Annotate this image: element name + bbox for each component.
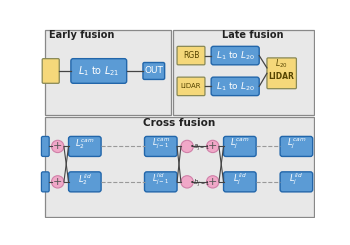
FancyBboxPatch shape — [44, 30, 171, 115]
FancyBboxPatch shape — [145, 136, 177, 157]
Text: $L_{j-1}^{lid}$: $L_{j-1}^{lid}$ — [152, 172, 169, 187]
FancyBboxPatch shape — [224, 172, 256, 192]
Text: +: + — [208, 141, 217, 151]
Text: $\bullet b_{j-1}$: $\bullet b_{j-1}$ — [189, 178, 210, 189]
FancyBboxPatch shape — [173, 30, 314, 115]
FancyBboxPatch shape — [280, 172, 313, 192]
Circle shape — [206, 176, 219, 188]
Circle shape — [51, 176, 64, 188]
Circle shape — [51, 140, 64, 153]
Text: $L_2^{lid}$: $L_2^{lid}$ — [78, 172, 92, 187]
Text: +: + — [53, 141, 62, 151]
FancyBboxPatch shape — [267, 58, 296, 89]
FancyBboxPatch shape — [44, 117, 314, 217]
Text: $L_j^{lid}$: $L_j^{lid}$ — [289, 172, 303, 187]
FancyBboxPatch shape — [224, 136, 256, 157]
FancyBboxPatch shape — [280, 136, 313, 157]
Text: $L_j^{cam}$: $L_j^{cam}$ — [230, 137, 250, 151]
Text: Early fusion: Early fusion — [49, 30, 114, 40]
FancyBboxPatch shape — [41, 136, 49, 157]
Text: Late fusion: Late fusion — [222, 30, 284, 40]
FancyBboxPatch shape — [143, 62, 164, 79]
Text: $\bullet a_{j-1}$: $\bullet a_{j-1}$ — [189, 143, 209, 153]
Text: $L_j^{lid}$: $L_j^{lid}$ — [233, 172, 247, 187]
Text: $L_1$ to $L_{20}$: $L_1$ to $L_{20}$ — [216, 80, 254, 93]
Text: $L_2^{cam}$: $L_2^{cam}$ — [75, 137, 94, 151]
Text: LIDAR: LIDAR — [181, 83, 201, 89]
FancyBboxPatch shape — [69, 172, 101, 192]
Text: RGB: RGB — [183, 51, 199, 60]
FancyBboxPatch shape — [71, 59, 127, 83]
Text: $L_{j-1}^{cam}$: $L_{j-1}^{cam}$ — [152, 137, 170, 151]
FancyBboxPatch shape — [177, 77, 205, 96]
Text: OUT: OUT — [144, 66, 163, 75]
Text: Cross fusion: Cross fusion — [143, 118, 216, 128]
Circle shape — [181, 140, 193, 153]
FancyBboxPatch shape — [145, 172, 177, 192]
Text: $L_{20}$
LIDAR: $L_{20}$ LIDAR — [269, 58, 295, 81]
Circle shape — [206, 140, 219, 153]
Text: $L_1$ to $L_{20}$: $L_1$ to $L_{20}$ — [216, 49, 254, 62]
FancyBboxPatch shape — [211, 46, 259, 65]
FancyBboxPatch shape — [41, 172, 49, 192]
Text: +: + — [208, 177, 217, 187]
Text: $L_1$ to $L_{21}$: $L_1$ to $L_{21}$ — [78, 64, 119, 78]
FancyBboxPatch shape — [177, 46, 205, 65]
Text: $L_j^{cam}$: $L_j^{cam}$ — [287, 137, 306, 151]
FancyBboxPatch shape — [42, 59, 59, 83]
Circle shape — [181, 176, 193, 188]
FancyBboxPatch shape — [211, 77, 259, 96]
Text: +: + — [53, 177, 62, 187]
FancyBboxPatch shape — [69, 136, 101, 157]
